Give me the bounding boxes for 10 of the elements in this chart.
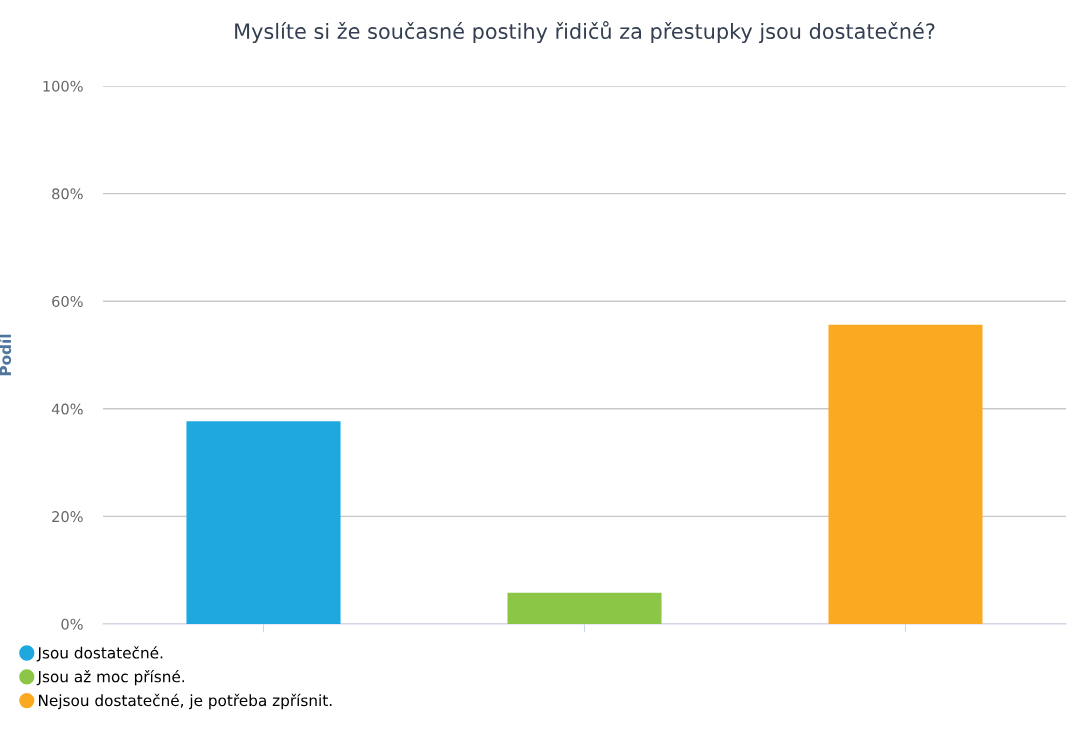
legend-label: Nejsou dostatečné, je potřeba zpřísnit.	[38, 693, 332, 710]
y-tick-label: 80%	[52, 188, 83, 200]
y-tick-label: 100%	[43, 80, 83, 92]
y-tick-label: 0%	[61, 618, 83, 630]
y-tick-label: 60%	[52, 295, 83, 307]
chart-title: Myslíte si že současné postihy řidičů za přestupky jsou dostatečné?	[235, 21, 935, 44]
y-tick-label: 40%	[51, 403, 83, 415]
legend-label: Jsou dostatečné.	[36, 646, 163, 662]
legend-label: Jsou až moc přísné.	[36, 669, 185, 686]
y-tick-label: 20%	[52, 511, 83, 523]
